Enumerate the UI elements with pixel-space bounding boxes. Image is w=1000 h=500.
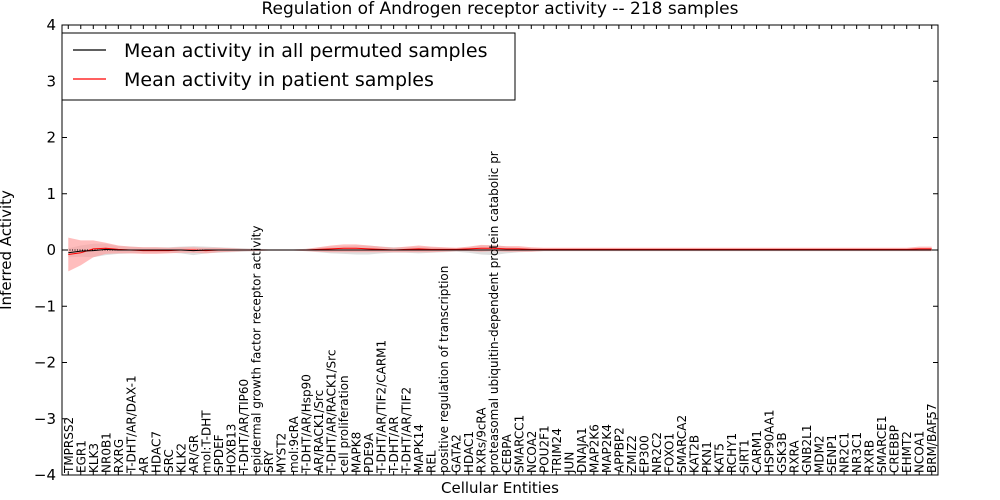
- legend: Mean activity in all permuted samples Me…: [61, 32, 516, 101]
- x-tick-label: NR3C1: [850, 432, 864, 473]
- x-tick-label: AR/RACK1/Src: [312, 390, 326, 473]
- x-tick-label: KLK2: [174, 443, 188, 473]
- y-tick-label: −4: [34, 466, 56, 484]
- x-tick-label: T-DHT/AR: [387, 416, 401, 474]
- legend-label-permuted: Mean activity in all permuted samples: [124, 40, 487, 62]
- x-tick-label: GSK3B: [775, 432, 789, 473]
- x-tick-label: MAP2K4: [600, 424, 614, 473]
- x-tick-label: NR2C1: [838, 432, 852, 473]
- x-tick-label: SRY: [262, 450, 276, 473]
- x-tick-label: EP300: [637, 435, 651, 473]
- x-axis: TMPRSS2EGR1KLK3NR0B1RXRGT-DHT/AR/DAX-1AR…: [62, 25, 939, 475]
- x-tick-label: KLK3: [87, 443, 101, 473]
- x-tick-label: HDAC7: [149, 431, 163, 473]
- x-tick-label: EGR1: [74, 440, 88, 473]
- y-tick-label: 4: [46, 16, 56, 34]
- x-tick-label: MYST2: [275, 433, 289, 473]
- x-tick-label: HSP90AA1: [763, 409, 777, 473]
- x-tick-label: T-DHT/AR/TIF2: [400, 387, 414, 474]
- x-tick-label: RXRG: [112, 439, 126, 473]
- x-tick-label: TRIM24: [550, 428, 564, 474]
- y-tick-label: −1: [34, 297, 56, 315]
- permuted-mean-line: [68, 248, 932, 254]
- x-tick-label: SPDEF: [212, 434, 226, 473]
- x-axis-label: Cellular Entities: [441, 479, 559, 497]
- x-tick-label: MAPK8: [350, 432, 364, 473]
- legend-box: [61, 32, 516, 101]
- x-tick-label: T-DHT/AR/TIF2/CARM1: [375, 340, 389, 474]
- legend-label-patient: Mean activity in patient samples: [124, 69, 434, 91]
- x-tick-label: DNAJA1: [575, 427, 589, 473]
- x-tick-label: REL: [425, 450, 439, 473]
- confidence-bands: [68, 237, 932, 272]
- y-tick-label: 3: [46, 72, 56, 90]
- x-tick-label: MAPK14: [412, 424, 426, 473]
- x-tick-label: RXRs/9cRA: [475, 407, 489, 473]
- x-tick-label: T-DHT/AR/RACK1/Src: [325, 350, 339, 474]
- x-tick-label: T-DHT/AR/TIP60: [237, 379, 251, 474]
- x-tick-label: EHMT2: [900, 431, 914, 473]
- x-tick-label: CREBBP: [888, 425, 902, 473]
- x-tick-label: ZMIZ2: [625, 435, 639, 473]
- chart-title: Regulation of Androgen receptor activity…: [262, 0, 739, 19]
- x-tick-label: POU2F1: [537, 425, 551, 473]
- x-tick-label: NR0B1: [99, 432, 113, 473]
- x-tick-label: SMARCA2: [675, 415, 689, 473]
- x-tick-label: KAT5: [713, 443, 727, 473]
- x-tick-label: MAP2K6: [587, 424, 601, 473]
- x-tick-label: JUN: [562, 452, 576, 474]
- x-tick-label: T-DHT/AR/Hsp90: [300, 374, 314, 474]
- x-tick-label: AR/GR: [187, 435, 201, 473]
- y-tick-label: 2: [46, 129, 56, 147]
- x-tick-label: MDM2: [813, 435, 827, 473]
- x-tick-label: PKN1: [700, 441, 714, 473]
- x-tick-label: mol:9cRA: [287, 416, 301, 473]
- x-tick-label: KAT2B: [687, 435, 701, 473]
- x-tick-label: TMPRSS2: [62, 417, 76, 474]
- x-tick-label: HDAC1: [462, 431, 476, 473]
- x-tick-label: CARM1: [750, 430, 764, 473]
- x-tick-label: SMARCC1: [512, 415, 526, 473]
- x-tick-label: SRC: [162, 449, 176, 473]
- y-tick-label: 0: [46, 241, 56, 259]
- x-tick-label: RCHY1: [725, 433, 739, 473]
- y-axis: −4 −3 −2 −1 0 1 2 3 4: [34, 16, 938, 484]
- x-tick-label: proteasomal ubiquitin-dependent protein …: [487, 151, 501, 473]
- x-tick-label: mol:T-DHT: [199, 410, 213, 473]
- x-tick-label: positive regulation of transcription: [437, 266, 451, 473]
- y-tick-label: −2: [34, 354, 56, 372]
- x-tick-label: cell proliferation: [337, 375, 351, 473]
- x-tick-label: BRM/BAF57: [925, 403, 939, 473]
- y-tick-label: 1: [46, 185, 56, 203]
- x-tick-label: epidermal growth factor receptor activit…: [249, 226, 263, 473]
- x-tick-label: PDE9A: [362, 432, 376, 473]
- x-tick-label: SENP1: [825, 434, 839, 473]
- x-tick-label: GNB2L1: [800, 425, 814, 473]
- y-axis-label: Inferred Activity: [0, 190, 15, 310]
- x-tick-label: RXRA: [788, 440, 802, 473]
- x-tick-label: SIRT1: [738, 439, 752, 473]
- x-tick-label: HOXB13: [224, 424, 238, 473]
- y-tick-label: −3: [34, 410, 56, 428]
- x-tick-label: APPBP2: [612, 427, 626, 473]
- x-tick-label: GATA2: [450, 434, 464, 473]
- series-lines: [68, 247, 932, 255]
- x-tick-label: CEBPA: [500, 433, 514, 473]
- x-tick-label: T-DHT/AR/DAX-1: [124, 375, 138, 474]
- x-tick-label: SMARCE1: [875, 415, 889, 473]
- x-tick-label: RXRB: [863, 440, 877, 473]
- x-tick-label: AR: [137, 456, 151, 473]
- x-tick-label: FOXO1: [662, 433, 676, 473]
- x-tick-label: NCOA1: [913, 431, 927, 473]
- x-tick-label: NR2C2: [650, 432, 664, 473]
- x-tick-label: NCOA2: [525, 431, 539, 473]
